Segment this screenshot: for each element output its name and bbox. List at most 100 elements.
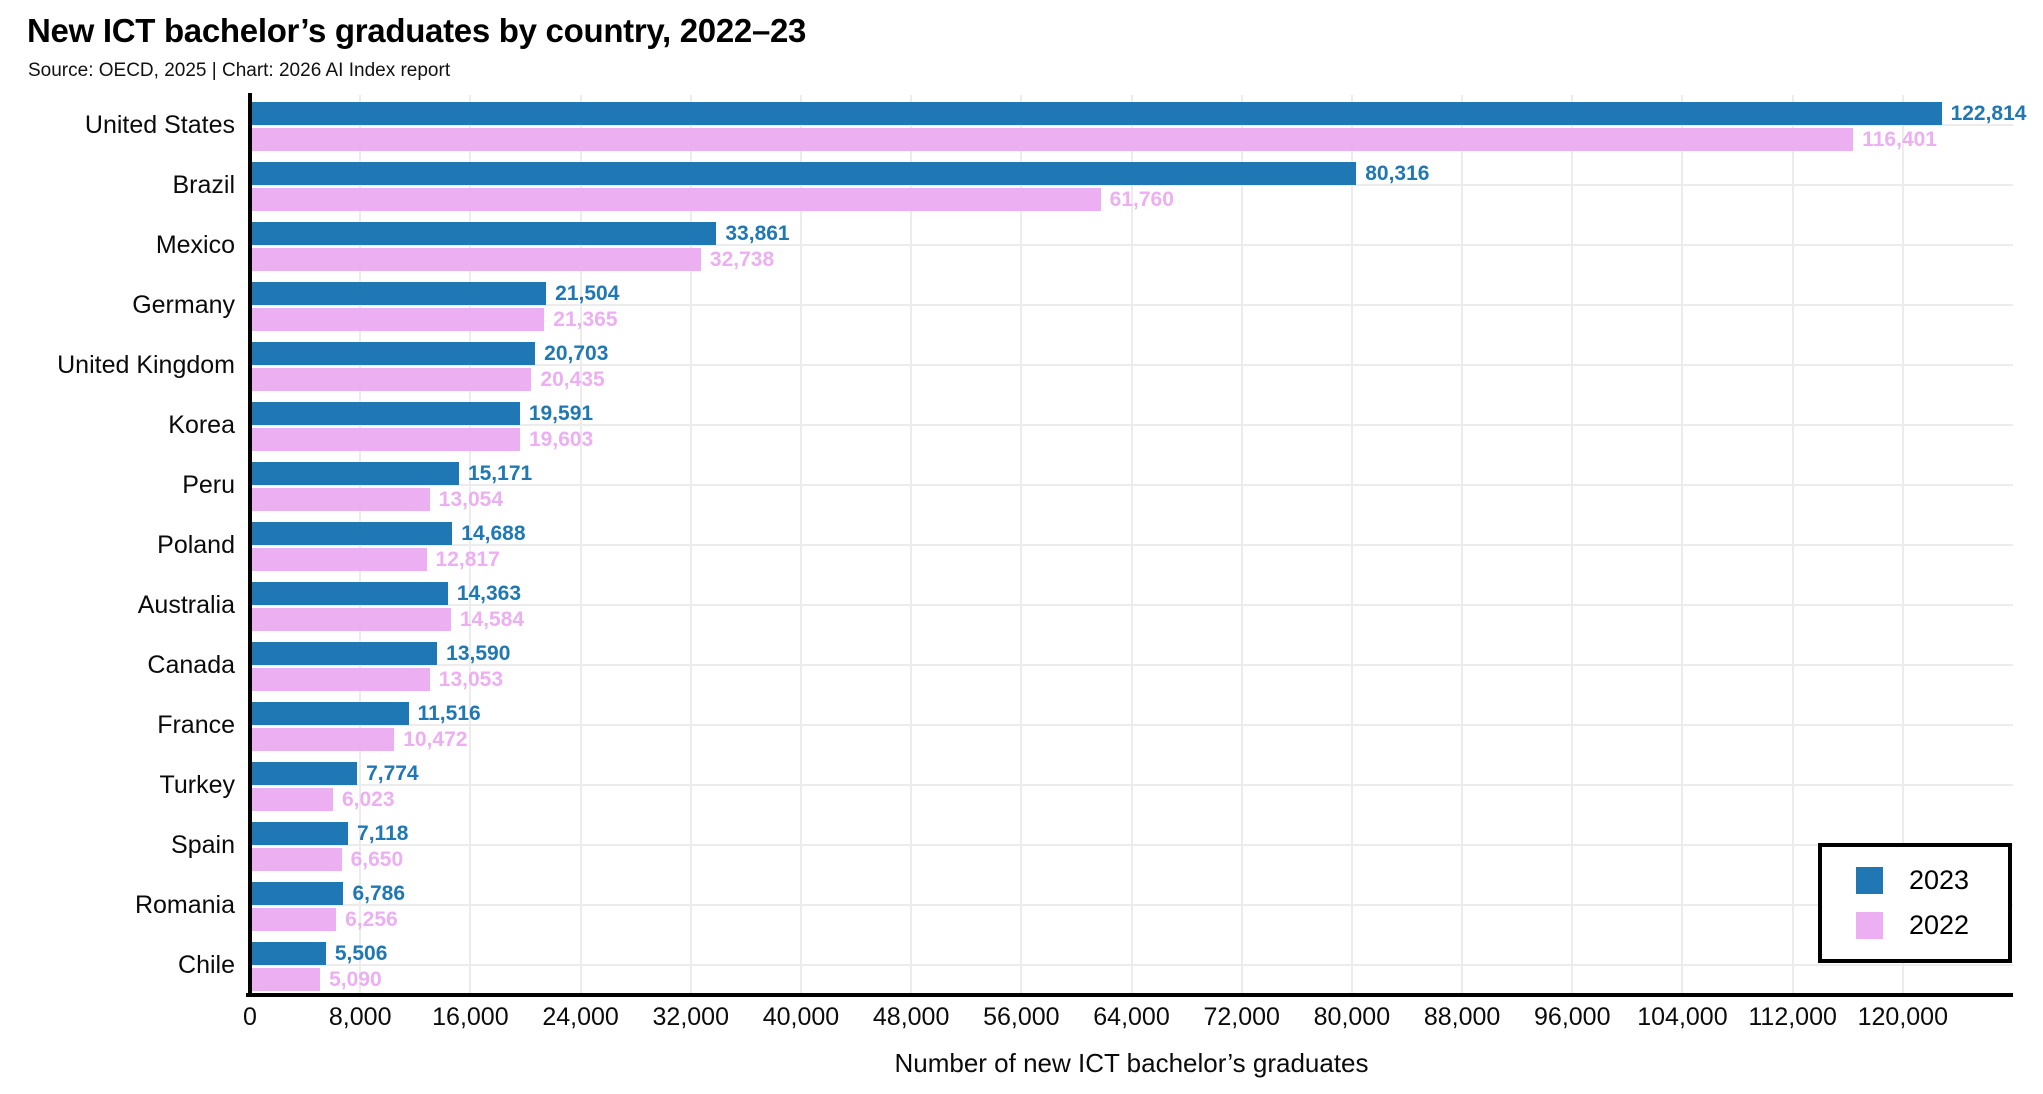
bar-line-2023: 122,814 (250, 102, 2026, 125)
bar-value-2022: 6,650 (350, 848, 404, 871)
bar-2023 (250, 882, 344, 905)
horizontal-gridline (250, 424, 2013, 426)
category-label: France (157, 711, 235, 739)
bar-value-2022: 13,053 (438, 668, 504, 691)
bar-line-2022: 6,256 (250, 908, 398, 931)
y-axis-line (248, 93, 252, 997)
bar-row-peru: Peru 15,171 13,054 (182, 455, 2013, 515)
category-label: Chile (178, 951, 235, 979)
bar-2023 (250, 522, 453, 545)
bar-line-2022: 32,738 (250, 248, 774, 271)
bar-value-2022: 12,817 (435, 548, 500, 571)
horizontal-gridline (250, 844, 2013, 846)
bar-2022 (250, 728, 395, 751)
bar-row-turkey: Turkey 7,774 6,023 (160, 755, 2013, 815)
x-tick-label: 8,000 (328, 1003, 392, 1031)
legend-swatch-2022 (1856, 912, 1883, 939)
bar-2023 (250, 702, 409, 725)
bar-value-2022: 19,603 (529, 428, 594, 451)
category-label: Poland (157, 531, 235, 559)
legend-entry-2023: 2023 (1856, 865, 2008, 896)
bar-line-2022: 14,584 (250, 608, 524, 631)
bar-line-2023: 33,861 (250, 222, 790, 245)
category-label: United Kingdom (57, 351, 235, 379)
category-label: Spain (171, 831, 235, 859)
bar-value-2023: 13,590 (446, 642, 511, 665)
bar-value-2023: 21,504 (555, 282, 620, 305)
horizontal-gridline (250, 184, 2013, 186)
bar-line-2022: 61,760 (250, 188, 1174, 211)
bar-2022 (250, 608, 451, 631)
bar-line-2022: 13,053 (250, 668, 503, 691)
bar-value-2023: 14,688 (461, 522, 526, 545)
x-tick-label: 64,000 (1093, 1003, 1170, 1031)
horizontal-gridline (250, 304, 2013, 306)
bar-row-spain: Spain 7,118 6,650 (171, 815, 2013, 875)
bar-line-2023: 11,516 (250, 702, 481, 725)
bar-value-2023: 6,786 (352, 882, 406, 905)
bar-2023 (250, 222, 717, 245)
x-axis-ticks: 0 8,000 16,000 24,000 32,000 40,000 48,000 56,0… (243, 1003, 2013, 1039)
bar-row-romania: Romania 6,786 6,256 (135, 875, 2013, 935)
bar-value-2022: 20,435 (540, 368, 605, 391)
legend-swatch-2023 (1856, 867, 1883, 894)
bar-line-2023: 20,703 (250, 342, 608, 365)
horizontal-gridline (250, 244, 2013, 246)
bar-line-2022: 10,472 (250, 728, 467, 751)
horizontal-gridline (250, 364, 2013, 366)
bar-value-2022: 6,023 (341, 788, 395, 811)
bar-line-2023: 7,118 (250, 822, 408, 845)
bar-row-brazil: Brazil 80,316 61,760 (172, 155, 2013, 215)
bar-2023 (250, 642, 438, 665)
bar-line-2023: 15,171 (250, 462, 532, 485)
bar-line-2023: 19,591 (250, 402, 593, 425)
bar-value-2022: 13,054 (438, 488, 504, 511)
bar-line-2022: 20,435 (250, 368, 605, 391)
horizontal-gridline (250, 904, 2013, 906)
bar-value-2023: 20,703 (544, 342, 609, 365)
bar-value-2022: 6,256 (345, 908, 398, 931)
bar-line-2022: 6,023 (250, 788, 395, 811)
bar-row-poland: Poland 14,688 12,817 (157, 515, 2013, 575)
bar-row-chile: Chile 5,506 5,090 (178, 935, 2013, 995)
x-tick-label: 0 (243, 1003, 257, 1031)
category-label: Germany (132, 291, 235, 319)
horizontal-gridline (250, 784, 2013, 786)
category-label: Brazil (172, 171, 235, 199)
category-label: United States (84, 111, 235, 139)
bar-row-united-states: United States 122,814 116,401 (85, 95, 2026, 155)
bar-value-2023: 15,171 (467, 462, 533, 485)
bar-row-korea: Korea 19,591 19,603 (168, 395, 2013, 455)
category-label: Australia (137, 591, 235, 619)
bar-value-2023: 5,506 (334, 942, 388, 965)
category-label: Mexico (155, 231, 235, 259)
x-tick-label: 120,000 (1857, 1003, 1948, 1031)
bar-value-2022: 116,401 (1862, 128, 1937, 151)
bar-2023 (250, 282, 547, 305)
category-label: Turkey (159, 771, 235, 799)
bar-line-2022: 116,401 (250, 128, 1937, 151)
horizontal-gridline (250, 484, 2013, 486)
bar-2022 (250, 488, 430, 511)
bar-value-2023: 7,118 (357, 822, 409, 845)
bar-value-2022: 10,472 (403, 728, 468, 751)
horizontal-gridline (250, 724, 2013, 726)
bar-line-2023: 5,506 (250, 942, 387, 965)
bar-line-2022: 21,365 (250, 308, 618, 331)
bar-2022 (250, 788, 333, 811)
bar-line-2022: 19,603 (250, 428, 593, 451)
x-tick-label: 32,000 (652, 1003, 729, 1031)
bar-2023 (250, 402, 520, 425)
horizontal-gridline (250, 544, 2013, 546)
bar-line-2023: 21,504 (250, 282, 619, 305)
bar-2022 (250, 668, 430, 691)
category-label: Canada (147, 651, 235, 679)
bar-2022 (250, 548, 427, 571)
bar-2022 (250, 908, 337, 931)
bar-2022 (250, 128, 1854, 151)
horizontal-gridline (250, 664, 2013, 666)
bar-line-2023: 80,316 (250, 162, 1429, 185)
bar-2023 (250, 582, 448, 605)
bar-2022 (250, 308, 545, 331)
bar-2023 (250, 462, 459, 485)
